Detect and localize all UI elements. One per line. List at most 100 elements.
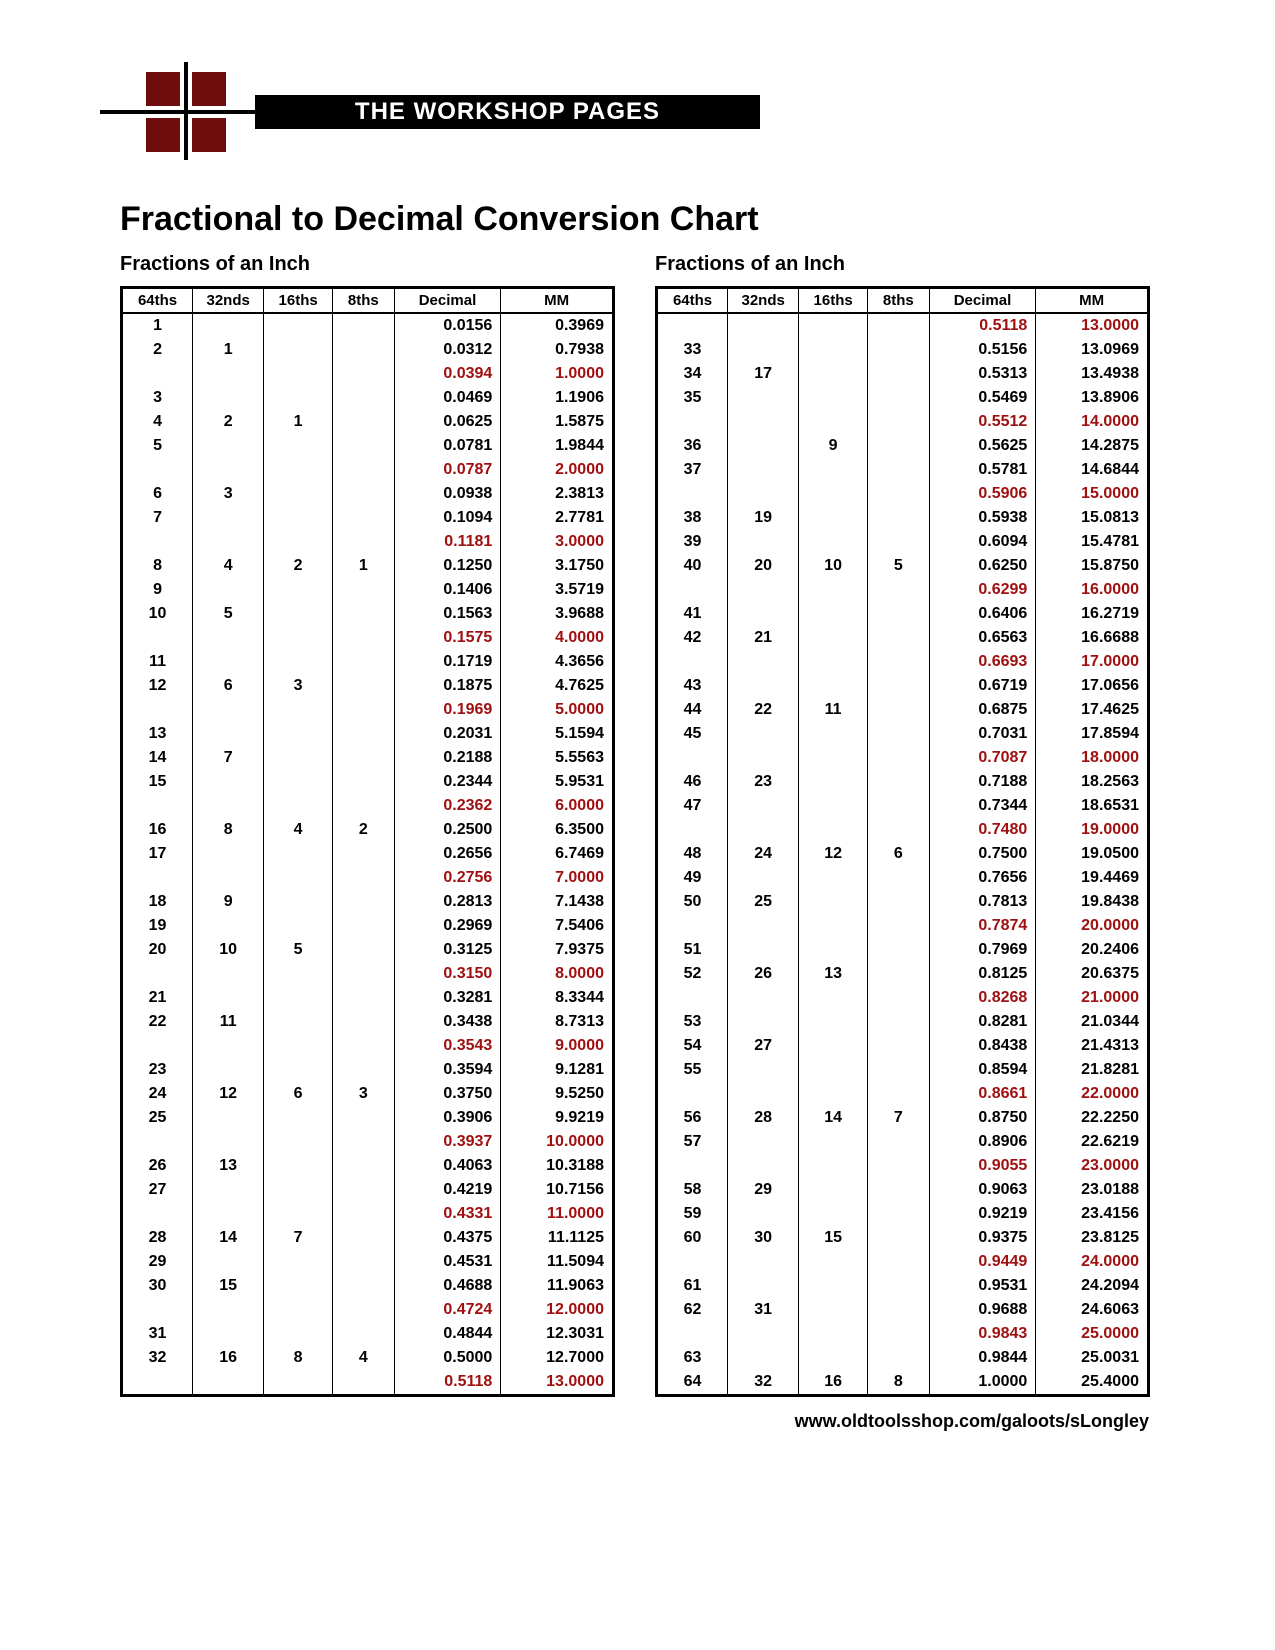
cell-8ths (333, 602, 395, 626)
table-row: 0.511813.0000 (122, 1370, 614, 1396)
cell-8ths (333, 890, 395, 914)
cell-8ths (868, 674, 930, 698)
cell-16ths (264, 914, 333, 938)
cell-mm: 2.3813 (501, 482, 614, 506)
cell-mm: 19.8438 (1036, 890, 1149, 914)
cell-decimal: 0.9688 (929, 1298, 1036, 1322)
cell-8ths (868, 530, 930, 554)
cell-decimal: 0.2813 (394, 890, 501, 914)
cell-mm: 1.0000 (501, 362, 614, 386)
cell-mm: 7.1438 (501, 890, 614, 914)
cell-8ths (333, 530, 395, 554)
cell-8ths (868, 482, 930, 506)
cell-8ths (333, 938, 395, 962)
cell-16ths (264, 1106, 333, 1130)
cell-decimal: 0.3125 (394, 938, 501, 962)
cell-mm: 19.4469 (1036, 866, 1149, 890)
cell-64ths (657, 1154, 728, 1178)
cell-decimal: 0.4688 (394, 1274, 501, 1298)
cell-decimal: 0.6563 (929, 626, 1036, 650)
cell-decimal: 0.1875 (394, 674, 501, 698)
cell-32nds (193, 1106, 264, 1130)
cell-32nds: 28 (728, 1106, 799, 1130)
cell-16ths: 8 (264, 1346, 333, 1370)
table-row: 450.703117.8594 (657, 722, 1149, 746)
cell-mm: 11.0000 (501, 1202, 614, 1226)
cell-64ths (122, 1034, 193, 1058)
cell-64ths: 4 (122, 410, 193, 434)
banner-title: THE WORKSHOP PAGES (255, 95, 760, 129)
cell-32nds (728, 818, 799, 842)
cell-64ths: 28 (122, 1226, 193, 1250)
page: THE WORKSHOP PAGES Fractional to Decimal… (0, 0, 1275, 1650)
cell-64ths: 62 (657, 1298, 728, 1322)
cell-mm: 13.4938 (1036, 362, 1149, 386)
cell-decimal: 0.6719 (929, 674, 1036, 698)
cell-mm: 3.1750 (501, 554, 614, 578)
cell-decimal: 0.1563 (394, 602, 501, 626)
cell-16ths (264, 1250, 333, 1274)
cell-32nds: 26 (728, 962, 799, 986)
cell-16ths (799, 626, 868, 650)
cell-8ths: 2 (333, 818, 395, 842)
cell-8ths (333, 986, 395, 1010)
cell-16ths (799, 794, 868, 818)
table-header-row: 64ths 32nds 16ths 8ths Decimal MM (657, 288, 1149, 314)
cell-32nds (728, 866, 799, 890)
cell-decimal: 0.3281 (394, 986, 501, 1010)
cell-16ths (799, 1250, 868, 1274)
table-row: 0.11813.0000 (122, 530, 614, 554)
cell-decimal: 0.7813 (929, 890, 1036, 914)
cell-16ths (264, 1322, 333, 1346)
table-row: 590.921923.4156 (657, 1202, 1149, 1226)
cell-64ths (122, 530, 193, 554)
cell-16ths (264, 866, 333, 890)
col-8ths: 8ths (333, 288, 395, 314)
cell-8ths (868, 1154, 930, 1178)
cell-decimal: 0.3150 (394, 962, 501, 986)
cell-mm: 19.0000 (1036, 818, 1149, 842)
cell-8ths (333, 1010, 395, 1034)
table-row: 1050.15633.9688 (122, 602, 614, 626)
col-32nds: 32nds (193, 288, 264, 314)
cell-decimal: 0.5118 (394, 1370, 501, 1396)
cell-decimal: 0.3906 (394, 1106, 501, 1130)
cell-decimal: 0.4531 (394, 1250, 501, 1274)
right-subtitle: Fractions of an Inch (655, 253, 1150, 276)
cell-decimal: 0.7188 (929, 770, 1036, 794)
cell-32nds (728, 434, 799, 458)
cell-64ths (657, 1250, 728, 1274)
cell-8ths (333, 338, 395, 362)
cell-32nds: 29 (728, 1178, 799, 1202)
cell-mm: 20.0000 (1036, 914, 1149, 938)
table-row: 1890.28137.1438 (122, 890, 614, 914)
cell-32nds (728, 1154, 799, 1178)
cell-16ths (264, 890, 333, 914)
table-row: 58290.906323.0188 (657, 1178, 1149, 1202)
cell-64ths: 58 (657, 1178, 728, 1202)
cell-16ths (799, 530, 868, 554)
cell-64ths (657, 986, 728, 1010)
cell-32nds (193, 362, 264, 386)
cell-16ths: 10 (799, 554, 868, 578)
cell-mm: 21.4313 (1036, 1034, 1149, 1058)
cell-decimal: 0.5938 (929, 506, 1036, 530)
cell-32nds (193, 1130, 264, 1154)
table-row: 201050.31257.9375 (122, 938, 614, 962)
table-row: 50250.781319.8438 (657, 890, 1149, 914)
cell-32nds (193, 1322, 264, 1346)
cell-32nds (728, 602, 799, 626)
cell-16ths (799, 410, 868, 434)
cell-64ths (122, 458, 193, 482)
cell-mm: 5.0000 (501, 698, 614, 722)
cell-8ths (868, 338, 930, 362)
col-64ths: 64ths (657, 288, 728, 314)
cell-mm: 16.0000 (1036, 578, 1149, 602)
cell-32nds (193, 1178, 264, 1202)
cell-mm: 7.0000 (501, 866, 614, 890)
cell-64ths: 50 (657, 890, 728, 914)
cell-8ths (868, 938, 930, 962)
cell-64ths: 51 (657, 938, 728, 962)
cell-8ths (868, 1250, 930, 1274)
cell-32nds: 17 (728, 362, 799, 386)
